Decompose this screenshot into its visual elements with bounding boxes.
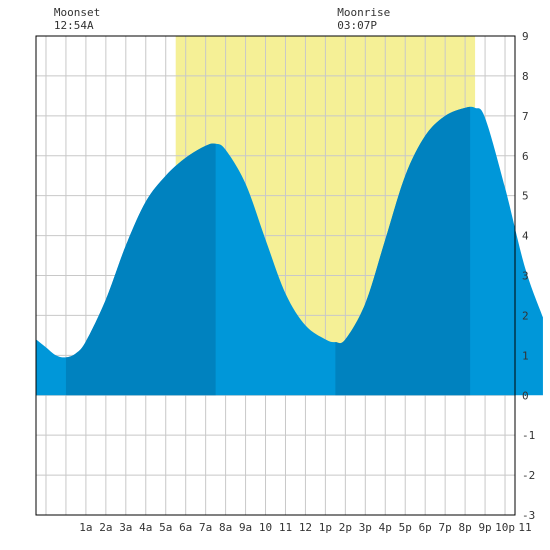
x-tick-label: 11	[518, 521, 531, 534]
x-tick-label: 1p	[319, 521, 332, 534]
y-tick-label: -3	[522, 509, 535, 522]
moon-event-title: Moonset	[54, 6, 100, 19]
plot-frame	[35, 35, 516, 516]
moon-event-title: Moonrise	[337, 6, 390, 19]
x-tick-label: 9a	[239, 521, 252, 534]
moon-event-time: 03:07P	[337, 19, 377, 32]
x-tick-label: 3p	[359, 521, 372, 534]
x-tick-label: 10p	[495, 521, 515, 534]
y-tick-label: 0	[522, 389, 529, 402]
x-tick-label: 3a	[119, 521, 132, 534]
x-tick-label: 2a	[99, 521, 112, 534]
moon-event-time: 12:54A	[54, 19, 94, 32]
x-tick-label: 5a	[159, 521, 172, 534]
y-tick-labels: -3 -2 -1 0 1 2 3 4 5 6 7 8 9	[522, 30, 535, 522]
x-tick-label: 4a	[139, 521, 152, 534]
y-tick-label: 6	[522, 150, 529, 163]
x-tick-label: 6a	[179, 521, 192, 534]
y-tick-label: 3	[522, 270, 529, 283]
x-tick-label: 4p	[379, 521, 392, 534]
y-tick-label: 1	[522, 349, 529, 362]
y-tick-label: 4	[522, 230, 529, 243]
x-tick-label: 2p	[339, 521, 352, 534]
x-tick-label: 7a	[199, 521, 212, 534]
x-tick-label: 10	[259, 521, 272, 534]
y-tick-label: 7	[522, 110, 529, 123]
x-tick-label: 1a	[79, 521, 92, 534]
x-tick-label: 8a	[219, 521, 232, 534]
y-tick-label: -2	[522, 469, 535, 482]
x-tick-label: 7p	[439, 521, 452, 534]
x-tick-labels: 1a 2a 3a 4a 5a 6a 7a 8a 9a 10 11 12 1p 2p 3p 4p 5p 6p 7p 8p…	[79, 521, 531, 534]
x-tick-label: 5p	[399, 521, 412, 534]
y-tick-label: 5	[522, 190, 529, 203]
y-tick-label: 2	[522, 309, 529, 322]
y-tick-label: -1	[522, 429, 535, 442]
x-tick-label: 8p	[458, 521, 471, 534]
plot-border	[35, 35, 516, 516]
x-tick-label: 6p	[419, 521, 432, 534]
y-tick-label: 8	[522, 70, 529, 83]
x-tick-label: 9p	[478, 521, 491, 534]
x-tick-label: 12	[299, 521, 312, 534]
x-tick-label: 11	[279, 521, 292, 534]
y-tick-label: 9	[522, 30, 529, 43]
